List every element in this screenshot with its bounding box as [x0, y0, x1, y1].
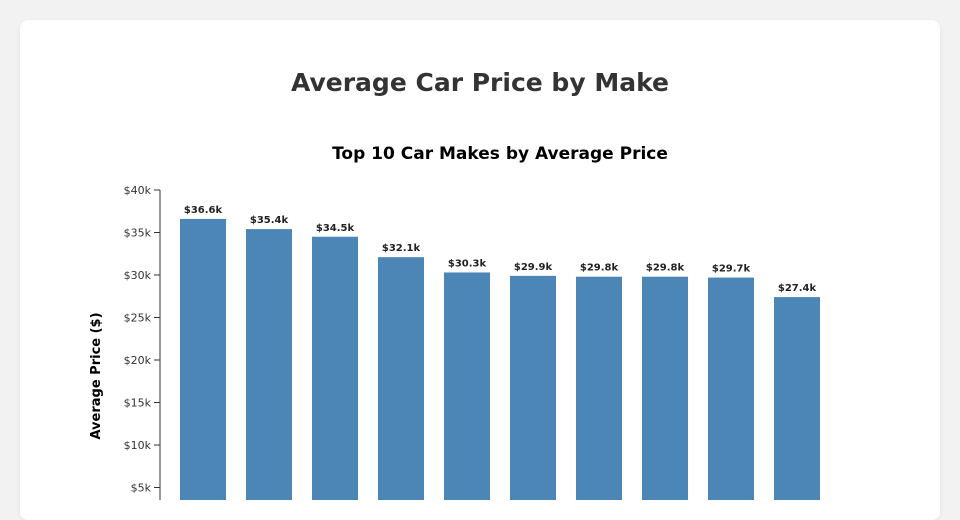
bar-value-label: $27.4k: [778, 283, 817, 294]
bar[interactable]: [444, 272, 490, 500]
y-tick-label: $5k: [131, 482, 152, 495]
y-tick-label: $20k: [124, 354, 152, 367]
data-labels: $36.6k $35.4k $34.5k $32.1k $30.3k $29.9k $29.…: [184, 205, 817, 294]
bar-value-label: $29.7k: [712, 264, 751, 275]
page-title: Average Car Price by Make: [291, 68, 669, 97]
bar-value-label: $29.8k: [646, 263, 685, 274]
bars: [180, 218, 820, 500]
bar-value-label: $35.4k: [250, 215, 289, 226]
y-tick-label: $15k: [124, 397, 152, 410]
bar[interactable]: [312, 236, 358, 500]
bar[interactable]: [510, 275, 556, 500]
bar-chart: Top 10 Car Makes by Average Price Averag…: [89, 144, 820, 500]
bar-value-label: $29.9k: [514, 262, 553, 273]
y-tick-label: $30k: [124, 269, 152, 282]
y-tick-label: $10k: [124, 439, 152, 452]
y-axis-label: Average Price ($): [89, 312, 104, 439]
bar-value-label: $32.1k: [382, 243, 421, 254]
chart-card: Average Car Price by Make Top 10 Car Mak…: [20, 20, 940, 520]
chart-title: Top 10 Car Makes by Average Price: [332, 144, 668, 164]
y-tick-label: $40k: [124, 184, 152, 197]
bar[interactable]: [642, 276, 688, 500]
y-tick-label: $25k: [124, 312, 152, 325]
y-axis: $5k $10k $15k $20k $25k $30k $35k $40k: [124, 184, 161, 500]
bar[interactable]: [246, 229, 292, 500]
bar-value-label: $29.8k: [580, 263, 619, 274]
bar[interactable]: [378, 257, 424, 500]
bar[interactable]: [774, 297, 820, 500]
bar[interactable]: [576, 276, 622, 500]
bar-value-label: $34.5k: [316, 223, 355, 234]
bar[interactable]: [180, 218, 226, 500]
y-tick-label: $35k: [124, 227, 152, 240]
bar-value-label: $30.3k: [448, 258, 487, 269]
bar-value-label: $36.6k: [184, 205, 223, 216]
bar[interactable]: [708, 277, 754, 500]
